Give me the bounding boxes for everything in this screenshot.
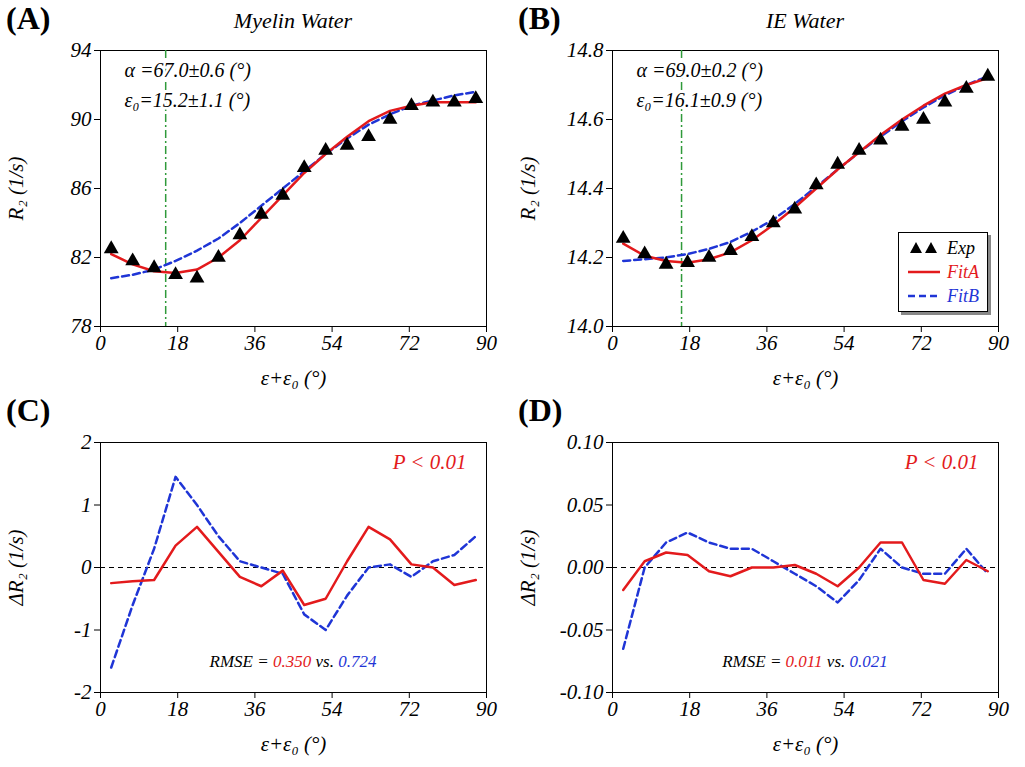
html-text:(A): (A) (6, 0, 51, 36)
svg-text:P < 0.01: P < 0.01 (392, 450, 467, 474)
svg-text:-1: -1 (74, 618, 92, 642)
svg-text:ΔR₂ (1/s): ΔR₂ (1/s) (4, 529, 28, 606)
svg-text:α =69.0±0.2 (°): α =69.0±0.2 (°) (637, 59, 764, 82)
svg-text:90: 90 (71, 107, 93, 131)
svg-text:18: 18 (167, 697, 189, 721)
svg-text:0: 0 (95, 697, 106, 721)
html-text:RMSE = 0.350 vs. 0.724: RMSE = 0.350 vs. 0.724 (209, 652, 377, 671)
svg-text:94: 94 (71, 38, 93, 62)
svg-text:ε+ε₀ (°): ε+ε₀ (°) (773, 732, 839, 756)
svg-text:36: 36 (243, 331, 266, 355)
svg-text:α =67.0±0.6 (°): α =67.0±0.6 (°) (125, 59, 252, 82)
svg-text:0: 0 (95, 331, 106, 355)
svg-text:90: 90 (988, 697, 1010, 721)
svg-text:90: 90 (476, 697, 498, 721)
html-text:FitA: FitA (947, 261, 979, 282)
svg-text:72: 72 (911, 697, 933, 721)
html-text:Myelin Water: Myelin Water (233, 8, 353, 33)
html-text:(D): (D) (518, 392, 563, 428)
svg-text:14.4: 14.4 (567, 176, 604, 200)
svg-text:18: 18 (167, 331, 189, 355)
svg-text:0: 0 (607, 331, 618, 355)
svg-text:-0.10: -0.10 (560, 680, 604, 704)
html-text:FitB: FitB (947, 285, 979, 306)
html-text:(C): (C) (6, 392, 51, 428)
html-text:Exp: Exp (947, 237, 975, 258)
svg-text:90: 90 (476, 331, 498, 355)
svg-text:ΔR₂ (1/s): ΔR₂ (1/s) (516, 529, 540, 606)
svg-text:0.00: 0.00 (567, 555, 604, 579)
svg-text:54: 54 (834, 331, 856, 355)
svg-text:ε+ε₀ (°): ε+ε₀ (°) (773, 366, 839, 390)
svg-text:ε₀=16.1±0.9 (°): ε₀=16.1±0.9 (°) (637, 89, 763, 112)
svg-text:14.6: 14.6 (567, 107, 604, 131)
svg-text:0.05: 0.05 (567, 493, 604, 517)
svg-text:14.2: 14.2 (567, 245, 604, 269)
html-text:(B): (B) (518, 0, 561, 36)
svg-text:78: 78 (71, 314, 93, 338)
svg-text:ε+ε₀ (°): ε+ε₀ (°) (261, 366, 327, 390)
svg-text:86: 86 (71, 176, 93, 200)
svg-text:36: 36 (755, 331, 778, 355)
svg-text:36: 36 (243, 697, 266, 721)
svg-text:2: 2 (81, 430, 92, 454)
svg-text:18: 18 (679, 331, 701, 355)
svg-text:ε+ε₀ (°): ε+ε₀ (°) (261, 732, 327, 756)
svg-text:0.10: 0.10 (567, 430, 604, 454)
svg-text:72: 72 (399, 331, 421, 355)
svg-text:90: 90 (988, 331, 1010, 355)
svg-text:72: 72 (911, 331, 933, 355)
svg-text:82: 82 (71, 245, 93, 269)
svg-text:0: 0 (81, 555, 92, 579)
html-text:RMSE = 0.011 vs. 0.021: RMSE = 0.011 vs. 0.021 (722, 652, 888, 671)
svg-text:0: 0 (607, 697, 618, 721)
svg-text:54: 54 (322, 697, 344, 721)
svg-text:54: 54 (322, 331, 344, 355)
svg-text:P < 0.01: P < 0.01 (904, 450, 979, 474)
svg-text:-0.05: -0.05 (560, 618, 604, 642)
svg-text:54: 54 (834, 697, 856, 721)
svg-text:14.0: 14.0 (567, 314, 604, 338)
svg-text:36: 36 (755, 697, 778, 721)
svg-text:18: 18 (679, 697, 701, 721)
html-text:IE Water: IE Water (766, 8, 844, 33)
svg-text:R₂ (1/s): R₂ (1/s) (516, 157, 540, 222)
svg-text:72: 72 (399, 697, 421, 721)
svg-text:ε₀=15.2±1.1 (°): ε₀=15.2±1.1 (°) (125, 89, 251, 112)
svg-text:R₂ (1/s): R₂ (1/s) (4, 157, 28, 222)
svg-text:-2: -2 (74, 680, 92, 704)
svg-text:1: 1 (81, 493, 92, 517)
svg-text:14.8: 14.8 (567, 38, 604, 62)
